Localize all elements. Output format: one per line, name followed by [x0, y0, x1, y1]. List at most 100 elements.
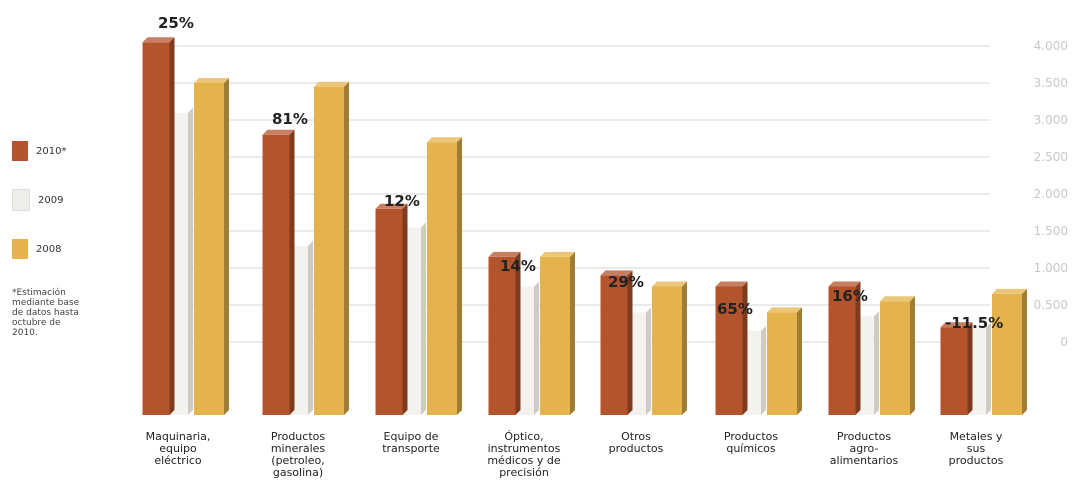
- y-tick-label: 3.500: [1034, 76, 1068, 90]
- category-label: eléctrico: [154, 454, 202, 467]
- category-label: Productos: [724, 430, 778, 443]
- y-tick-label: 2.500: [1034, 150, 1068, 164]
- legend-swatch-2010: [12, 141, 28, 161]
- category-label: instrumentos: [488, 442, 561, 455]
- bar-side: [986, 322, 991, 415]
- y-tick-label: 1.000: [1034, 261, 1068, 275]
- bar: [488, 256, 516, 415]
- footnote: *Estimación mediante base de datos hasta…: [12, 288, 104, 338]
- bar-side: [224, 78, 229, 415]
- bar-top: [142, 37, 175, 43]
- category-label: (petroleo,: [271, 454, 324, 467]
- bar-side: [534, 281, 539, 415]
- bar: [767, 312, 797, 415]
- category-label: equipo: [159, 442, 197, 455]
- percent-annotation: 14%: [500, 257, 536, 275]
- bar: [540, 256, 570, 415]
- bar: [427, 142, 457, 415]
- y-tick-label: 3.000: [1034, 113, 1068, 127]
- bar-top: [262, 129, 295, 135]
- legend-label-2010: 2010*: [36, 145, 67, 157]
- bar-side: [188, 107, 193, 415]
- bar: [880, 301, 910, 415]
- bar: [828, 286, 856, 415]
- y-tick-label: 2.000: [1034, 187, 1068, 201]
- bar-side: [742, 281, 748, 415]
- bar: [262, 134, 290, 416]
- footnote-line: octubre de: [12, 318, 61, 328]
- category-label: alimentarios: [830, 454, 899, 467]
- bar-side: [967, 322, 973, 415]
- bar-top: [540, 251, 575, 257]
- bar-side: [421, 222, 426, 415]
- category-label: Equipo de: [384, 430, 439, 443]
- legend: 2010* 2009 2008: [12, 140, 122, 287]
- legend-swatch-2008: [12, 239, 28, 259]
- bar-side: [289, 129, 295, 416]
- bar-side: [515, 251, 521, 415]
- percent-annotation: 25%: [158, 14, 194, 32]
- bar-side: [570, 251, 575, 415]
- y-tick-label: 1.500: [1034, 224, 1068, 238]
- category-label: Óptico,: [504, 430, 543, 443]
- category-label: médicos y de: [487, 454, 561, 467]
- bar: [375, 208, 403, 415]
- percent-annotation: -11.5%: [945, 314, 1003, 332]
- bar-side: [402, 203, 408, 415]
- percent-annotation: 16%: [832, 287, 868, 305]
- footnote-line: de datos hasta: [12, 308, 79, 318]
- bar-side: [344, 81, 349, 415]
- bar-side: [646, 307, 651, 415]
- y-tick-label: 4.000: [1034, 39, 1068, 53]
- bar-top: [828, 281, 861, 287]
- legend-item-2010: 2010*: [12, 140, 122, 162]
- percent-annotation: 81%: [272, 110, 308, 128]
- bar-side: [874, 311, 879, 415]
- bar-top: [992, 288, 1027, 294]
- bar-top: [880, 296, 915, 302]
- bar: [715, 286, 743, 415]
- bar-top: [940, 322, 973, 328]
- bar-side: [910, 296, 915, 415]
- percent-annotation: 65%: [717, 300, 753, 318]
- category-label: Productos: [837, 430, 891, 443]
- category-label: minerales: [271, 442, 326, 455]
- category-label: Otros: [621, 430, 651, 443]
- legend-label-2009: 2009: [38, 194, 64, 206]
- legend-item-2008: 2008: [12, 238, 122, 260]
- category-label: Productos: [271, 430, 325, 443]
- bar-top: [314, 81, 349, 87]
- footnote-line: *Estimación: [12, 288, 66, 298]
- bar-top: [767, 307, 802, 313]
- bar-top: [600, 270, 633, 276]
- bar: [142, 42, 170, 416]
- bar: [652, 286, 682, 415]
- category-label: gasolina): [273, 466, 323, 479]
- bar: [992, 293, 1022, 415]
- category-label: productos: [609, 442, 664, 455]
- footnote-line: mediante base: [12, 298, 80, 308]
- bar-side: [682, 281, 687, 415]
- legend-item-2009: 2009: [12, 189, 122, 211]
- category-label: productos: [949, 454, 1004, 467]
- y-tick-label: 0.500: [1034, 298, 1068, 312]
- bar-side: [308, 240, 313, 415]
- bar-top: [427, 137, 462, 143]
- category-label: Metales y: [950, 430, 1003, 443]
- percent-annotation: 29%: [608, 273, 644, 291]
- bar: [600, 275, 628, 415]
- category-label: agro-: [850, 442, 879, 455]
- bar-top: [715, 281, 748, 287]
- category-label: transporte: [382, 442, 440, 455]
- bar: [194, 83, 224, 415]
- bar-side: [627, 270, 633, 415]
- bar-top: [375, 203, 408, 209]
- bar-side: [169, 37, 175, 416]
- category-label: sus: [967, 442, 986, 455]
- legend-swatch-2009: [12, 189, 30, 211]
- bar-top: [488, 251, 521, 257]
- legend-label-2008: 2008: [36, 243, 62, 255]
- category-label: químicos: [726, 442, 776, 455]
- bar-top: [194, 78, 229, 83]
